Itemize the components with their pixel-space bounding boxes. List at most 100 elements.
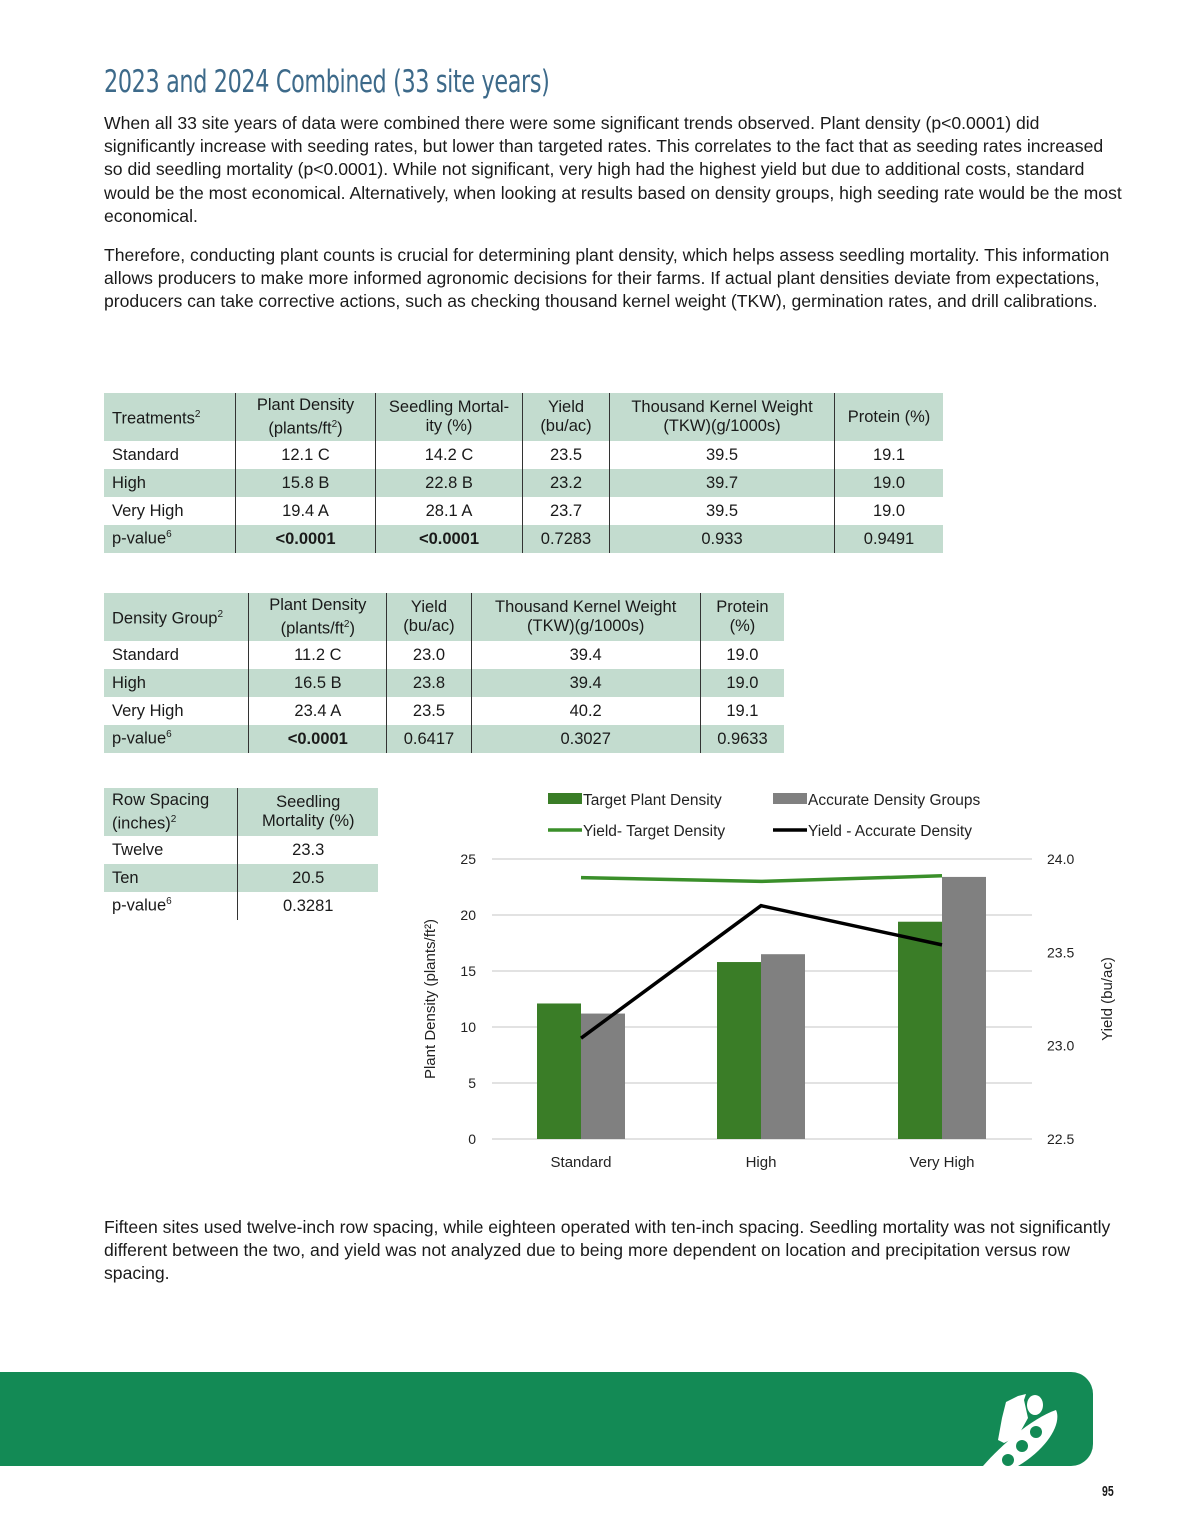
- cell-text: 19.0: [726, 645, 759, 664]
- footnote-marker: 2: [170, 813, 177, 825]
- cell-text: 19.4 A: [282, 501, 329, 520]
- cell-text: 23.7: [549, 501, 583, 520]
- y-axis-label: Plant Density (plants/ft²): [422, 919, 439, 1079]
- cell-text: Yield (bu/ac): [403, 598, 455, 635]
- y-tick-label: 5: [468, 1075, 476, 1091]
- table-cell: p-value6: [104, 892, 238, 920]
- cell-text: Plant Density (plants/ft: [269, 595, 367, 638]
- bar-accurate-density-groups: [761, 954, 805, 1139]
- table-row: Very High 19.4 A 28.1 A 23.7 39.5 19.0: [104, 497, 943, 525]
- column-header: Density Group2: [104, 593, 249, 641]
- table-cell: 39.7: [609, 469, 835, 497]
- table-row: Standard 11.2 C 23.0 39.4 19.0: [104, 641, 784, 669]
- table-cell: 11.2 C: [248, 641, 387, 669]
- column-header: Protein (%): [699, 593, 784, 641]
- table-cell: 0.9491: [834, 525, 943, 553]
- table-cell: 0.7283: [522, 525, 610, 553]
- table-row: High 16.5 B 23.8 39.4 19.0: [104, 669, 784, 697]
- table-cell: 23.8: [386, 669, 472, 697]
- table-cell: p-value6: [104, 525, 236, 553]
- y-tick-label: 25: [460, 851, 476, 867]
- table-cell: p-value6: [104, 725, 249, 753]
- table-cell: Ten: [104, 864, 238, 892]
- table-row: Twelve 23.3: [104, 836, 378, 864]
- table-cell: 0.3027: [470, 725, 701, 753]
- x-tick-label: Very High: [909, 1154, 974, 1171]
- cell-text: Very High: [112, 701, 184, 720]
- cell-text: 0.3027: [560, 729, 611, 748]
- table-cell: 39.5: [609, 441, 835, 469]
- footnote-marker: 2: [194, 409, 201, 421]
- table-cell: 15.8 B: [235, 469, 376, 497]
- column-header: Plant Density (plants/ft2): [235, 393, 376, 441]
- y2-tick-label: 23.5: [1047, 944, 1074, 960]
- cell-text: 39.5: [705, 501, 739, 520]
- y-tick-label: 15: [460, 963, 476, 979]
- footnote-marker: 2: [343, 618, 350, 630]
- footnote-marker: 2: [217, 609, 224, 621]
- table-cell: 0.3281: [237, 892, 378, 920]
- table-cell: 19.4 A: [235, 497, 376, 525]
- cell-text: p-value: [112, 896, 167, 915]
- table-cell: Very High: [104, 697, 249, 725]
- cell-text: 19.0: [872, 473, 906, 492]
- cell-text: 12.1 C: [281, 445, 330, 464]
- table-row: Very High 23.4 A 23.5 40.2 19.1: [104, 697, 784, 725]
- table-cell: 23.3: [237, 836, 378, 864]
- table-cell: 19.0: [834, 469, 943, 497]
- row-spacing-table: Row Spacing (inches)2 Seedling Mortality …: [104, 788, 378, 920]
- line-yield-accurate-density: [579, 903, 943, 1040]
- table-cell: 19.1: [834, 441, 943, 469]
- table-cell: 0.6417: [386, 725, 472, 753]
- column-header: Plant Density (plants/ft2): [248, 593, 387, 641]
- cell-text: 23.5: [412, 701, 446, 720]
- paragraph-2: Therefore, conducting plant counts is cr…: [104, 245, 1110, 312]
- footnote-marker: 6: [166, 729, 172, 741]
- table-cell: 23.2: [522, 469, 610, 497]
- footnote-marker: 6: [166, 896, 172, 908]
- cell-text: 0.9633: [717, 729, 768, 748]
- cell-text: 0.9491: [863, 529, 915, 548]
- column-header: Thousand Kernel Weight (TKW)(g/1000s): [609, 393, 835, 441]
- table-cell: 23.0: [386, 641, 472, 669]
- table-cell: 39.4: [470, 669, 701, 697]
- bar-target-plant-density: [717, 962, 761, 1139]
- cell-text: 22.8 B: [425, 473, 473, 492]
- table-cell: 0.933: [609, 525, 835, 553]
- cell-text: Seedling Mortality (%): [261, 793, 355, 830]
- cell-text: 15.8 B: [281, 473, 330, 492]
- table-cell: 28.1 A: [375, 497, 523, 525]
- cell-text: 23.8: [412, 673, 446, 692]
- line-yield-target-density: [580, 874, 943, 884]
- table-cell: <0.0001: [375, 525, 523, 553]
- table-cell: 0.9633: [699, 725, 784, 753]
- cell-text: Thousand Kernel Weight (TKW)(g/1000s): [631, 398, 813, 435]
- cell-text: Very High: [112, 501, 184, 520]
- cell-text: 14.2 C: [424, 445, 474, 464]
- cell-text: 40.2: [569, 701, 602, 720]
- cell-text: <0.0001: [275, 529, 336, 548]
- table-cell: 19.0: [699, 641, 784, 669]
- table-cell: 23.5: [522, 441, 610, 469]
- pea-pod-logo: [983, 1394, 1058, 1466]
- cell-text: Twelve: [112, 840, 164, 859]
- y2-tick-label: 24.0: [1047, 851, 1074, 867]
- table-cell: 40.2: [470, 697, 701, 725]
- table-cell: 23.5: [386, 697, 472, 725]
- table-cell: 22.8 B: [375, 469, 523, 497]
- legend-swatch: [773, 793, 807, 804]
- bar-target-plant-density: [537, 1003, 581, 1139]
- cell-text: Ten: [112, 868, 139, 887]
- page-number: 95: [1102, 1483, 1114, 1500]
- cell-text: Row Spacing (inches): [112, 790, 210, 833]
- column-header: Row Spacing (inches)2: [104, 788, 238, 836]
- cell-text: 0.6417: [403, 729, 455, 748]
- cell-text: Treatments: [112, 409, 195, 428]
- cell-text: 23.5: [549, 445, 583, 464]
- section-title: 2023 and 2024 Combined (33 site years): [104, 64, 550, 100]
- table-row: Standard 12.1 C 14.2 C 23.5 39.5 19.1: [104, 441, 943, 469]
- cell-text: 28.1 A: [425, 501, 473, 520]
- density-group-table: Density Group2 Plant Density (plants/ft2)…: [104, 593, 784, 753]
- header-row: Treatments2 Plant Density (plants/ft2) See…: [104, 393, 943, 441]
